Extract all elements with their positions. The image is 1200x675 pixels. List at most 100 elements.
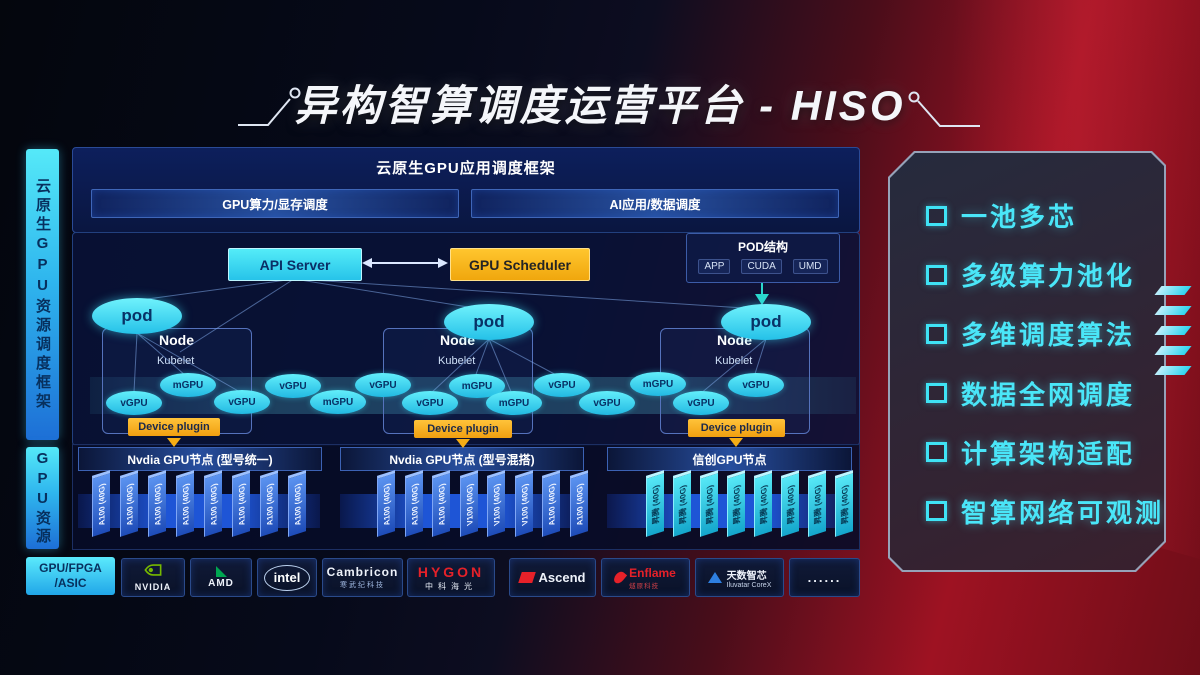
vendor-text-col: Enflame 燧原科技 [629,566,676,590]
feature-item: 多级算力池化 [926,256,1156,293]
card-band-1 [78,494,320,528]
ai-app-bar: AI应用/数据调度 [471,189,839,218]
device-plugin-box-2: Device plugin [414,420,512,438]
feature-label: 智算网络可观测 [961,497,1165,528]
gpu-card: A100 (40G) [432,470,450,537]
vendor-tile-ascend: Ascend [509,558,596,597]
gpu-card-label: 昇腾 (40G) [705,484,714,526]
vendor-tile-enflame: Enflame 燧原科技 [601,558,690,597]
group-header-1: Nvdia GPU节点 (型号统一) [78,447,322,471]
gpu-card: V100 (40G) [459,470,478,537]
gpu-card-label: A100 (40G) [97,482,106,528]
pod-structure-title: POD结构 [737,240,788,254]
gpu-card-label: V100 (40G) [492,482,501,527]
gpu-card: A100 (40G) [148,470,166,537]
gpu-ellipse: mGPU [486,391,542,415]
pod-structure-panel: POD结构 APP CUDA UMD [686,233,840,283]
gpu-card: A100 (40G) [542,470,560,537]
gpu-card: A100 (40G) [260,470,278,537]
page-title: 异构智算调度运营平台 - HISO [294,82,906,129]
vendor-name: 天数智芯 [726,570,767,582]
pod-item-umd: UMD [792,259,828,274]
chip-types-box: GPU/FPGA /ASIC [26,557,115,595]
vendor-name: ...... [807,570,842,585]
feature-label: 计算架构适配 [961,438,1136,469]
gpu-card-label: A100 (40G) [382,482,391,528]
gpu-card-label: 昇腾 (40G) [678,484,687,526]
vendor-tile-hygon: HYGON 中科海光 [407,558,495,597]
pod-ellipse: pod [92,298,182,334]
vendor-name: Ascend [538,570,586,585]
gpu-card-label: A100 (40G) [209,482,218,528]
kubelet-label: Kubelet [438,355,476,367]
feature-label: 数据全网调度 [961,379,1136,410]
device-plugin-box-3: Device plugin [688,419,785,437]
gpu-card: A100 (40G) [120,470,138,537]
vendor-tile-intel: intel [257,558,317,597]
gpu-ellipse: mGPU [310,390,366,414]
gpu-ellipse: vGPU [673,391,729,415]
ascend-logo-icon [517,572,536,583]
feature-label: 多级算力池化 [961,261,1136,292]
vendor-sub: 寒武纪科技 [340,582,385,589]
gpu-card-label: 昇腾 (40G) [651,484,660,526]
gpu-card-label: A100 (40G) [265,482,274,528]
pod-ellipse: pod [444,304,534,340]
amd-logo-icon [215,566,227,577]
chip-line1: GPU/FPGA [39,561,102,575]
vendor-text-col: 天数智芯 Iluvatar CoreX [727,567,772,589]
gpu-card-label: 昇腾 (40G) [840,484,849,526]
vendor-tile-iluvatar: 天数智芯 Iluvatar CoreX [695,558,784,597]
feature-item: 智算网络可观测 [926,493,1156,530]
gpu-card: A100 (40G) [377,470,395,537]
gpu-card: 昇腾 (40G) [700,470,718,537]
sidebar-resource-label: GPU资源 [26,447,59,549]
gpu-compute-bar: GPU算力/显存调度 [91,189,459,218]
gpu-card: A100 (40G) [232,470,250,537]
vendor-sub: Iluvatar CoreX [726,581,772,589]
vendor-row: Ascend [517,570,586,585]
gpu-card-label: A100 (40G) [437,482,446,528]
app-frame-title: 云原生GPU应用调度框架 [376,160,556,177]
pod-item-cuda: CUDA [741,259,782,274]
gpu-ellipse: vGPU [265,374,321,398]
feature-label: 多维调度算法 [961,320,1136,351]
gpu-card-label: A100 (40G) [125,482,134,528]
vendor-name: Enflame [629,565,676,580]
gpu-card-label: V100 (40G) [519,482,529,527]
feature-item: 计算架构适配 [926,434,1156,471]
kubelet-label: Kubelet [715,355,753,367]
feature-item: 多维调度算法 [926,315,1156,352]
gpu-ellipse: vGPU [106,391,162,415]
gpu-card: A100 (40G) [569,470,588,537]
bullet-square-icon [926,324,947,344]
group-header-2: Nvdia GPU节点 (型号混搭) [340,447,584,471]
gpu-card-label: V100 (40G) [464,482,474,527]
gpu-card-label: A100 (40G) [574,482,584,528]
iluvatar-logo-icon [707,572,722,583]
gpu-ellipse: vGPU [355,373,411,397]
kubelet-label: Kubelet [157,355,195,367]
bullet-square-icon [926,442,947,462]
pod-ellipse: pod [721,304,811,340]
vendor-name: Cambricon [326,565,399,579]
vendor-tile-amd: AMD [190,558,252,597]
gpu-card: 昇腾 (40G) [808,470,826,537]
gpu-card-label: 昇腾 (40G) [732,484,741,526]
bullet-square-icon [926,265,947,285]
bullet-square-icon [926,501,947,521]
nvidia-logo-icon [144,563,162,581]
vendor-tile-nvidia: NVIDIA [121,558,185,597]
enflame-logo-icon [612,569,628,586]
feature-item: 一池多芯 [926,197,1156,234]
bullet-square-icon [926,383,947,403]
bullet-square-icon [926,206,947,226]
intel-logo-icon: intel [264,564,310,591]
gpu-card: V100 (40G) [514,470,533,537]
vendor-name: AMD [208,578,234,589]
gpu-ellipse: vGPU [534,373,590,397]
api-server-box: API Server [228,248,362,281]
vendor-name: NVIDIA [134,582,172,592]
gpu-card: 昇腾 (40G) [835,470,853,537]
